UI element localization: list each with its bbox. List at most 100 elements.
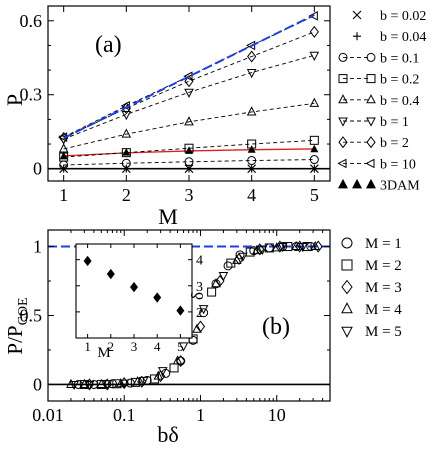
inset-x-tick-label: 2 (108, 339, 115, 354)
legend-label: M = 2 (365, 258, 402, 274)
legend-marker (366, 117, 376, 127)
data-point (188, 334, 198, 344)
legend-marker (337, 158, 347, 169)
x-tick-label: 0.01 (32, 405, 64, 425)
inset-y-tick-label: 3 (196, 280, 203, 295)
legend-entry: M = 2 (341, 258, 402, 274)
inset-data-point (106, 268, 115, 280)
data-point (121, 158, 131, 168)
x-tick-label: 4 (247, 185, 256, 205)
legend-label: 3DAM (380, 179, 420, 194)
legend-entry: 3DAM (338, 179, 420, 194)
legend-entry: b = 0.2 (338, 73, 419, 88)
x-tick-label: 5 (310, 185, 319, 205)
legend-entry: b = 2 (338, 136, 409, 151)
data-point (142, 375, 152, 385)
data-point (232, 254, 242, 264)
legend-entry: M = 4 (341, 302, 402, 318)
data-point (310, 240, 321, 251)
y-tick-label: 0.5 (20, 306, 43, 326)
data-point (192, 323, 202, 333)
series-line (63, 102, 315, 150)
legend-marker (352, 10, 362, 20)
data-point (249, 246, 259, 256)
legend-marker (338, 136, 348, 149)
data-point (309, 25, 319, 38)
legend-label: b = 0.4 (380, 94, 419, 109)
x-tick-label: 1 (196, 405, 205, 425)
legend-marker (365, 158, 375, 169)
legend-entry: M = 3 (341, 279, 402, 296)
panel-a-legend: b = 0.02 b = 0.04 b = 0.1 b = 0.2 b = 0.4 b =… (337, 9, 426, 194)
legend-label: b = 0.04 (380, 30, 426, 45)
panel-b-xlabel: bδ (157, 422, 178, 447)
legend-entry: b = 0.04 (353, 30, 426, 45)
data-point (198, 305, 209, 315)
data-point (172, 355, 183, 365)
inset-x-tick-label: 1 (84, 339, 91, 354)
data-point (218, 272, 229, 282)
legend-marker (353, 32, 361, 41)
legend-label: M = 4 (365, 302, 402, 318)
legend-marker (341, 259, 353, 271)
legend-label: b = 10 (380, 157, 416, 172)
data-point (255, 243, 265, 256)
data-point (169, 363, 179, 373)
legend-marker (338, 94, 348, 104)
x-tick-label: 10 (268, 405, 286, 425)
y-tick-label: 0.3 (20, 85, 43, 105)
data-point (121, 110, 132, 121)
legend-entry: b = 1 (338, 115, 409, 130)
data-point (184, 157, 194, 167)
data-point (102, 380, 113, 390)
data-point (309, 135, 319, 145)
panel-b-legend: M = 1 M = 2 M = 3 M = 4 M = 5 (341, 236, 402, 340)
legend-marker (352, 178, 362, 189)
data-point (310, 164, 319, 173)
data-point (138, 376, 149, 386)
inset-x-tick-label: 3 (131, 339, 138, 354)
legend-marker (341, 279, 353, 295)
data-point (176, 354, 186, 368)
legend-marker (366, 136, 376, 149)
data-point (96, 378, 107, 388)
y-tick-label: 0.6 (20, 11, 43, 31)
legend-marker (341, 302, 353, 314)
series-6 (58, 51, 320, 145)
series-line (63, 15, 315, 138)
panel-b-ylabel: P/PCOE (3, 297, 31, 354)
y-tick-label: 1 (33, 237, 42, 257)
data-point (309, 97, 320, 107)
data-point (132, 376, 143, 386)
data-point (247, 164, 256, 173)
data-point (277, 243, 288, 253)
legend-marker (338, 178, 348, 189)
x-tick-label: 2 (122, 185, 131, 205)
inset-x-tick-label: 5 (177, 339, 184, 354)
data-point (238, 252, 248, 262)
panel-a-ylabel: P (2, 94, 27, 106)
data-point (308, 11, 318, 21)
legend-marker (366, 94, 376, 104)
legend-entry: M = 1 (341, 236, 402, 252)
data-point (130, 377, 140, 387)
legend-label: b = 2 (380, 136, 409, 151)
data-point (252, 245, 262, 255)
inset-data-point (176, 305, 185, 316)
data-point (291, 240, 302, 251)
inset: 1 2 3 4 5 2 3 4 M δ (75, 243, 207, 361)
legend-label: M = 5 (365, 324, 402, 340)
inset-xlabel: M (97, 345, 110, 361)
data-point (199, 308, 209, 318)
data-point (246, 69, 257, 79)
legend-marker (366, 178, 376, 189)
legend-label: b = 0.02 (380, 9, 426, 24)
data-point (245, 40, 256, 51)
data-point (178, 342, 189, 352)
legend-marker (341, 237, 353, 249)
data-point (59, 151, 68, 160)
data-point (309, 155, 319, 165)
data-point (119, 379, 130, 389)
panel-b-ylabel-subscript: COE (16, 297, 31, 325)
